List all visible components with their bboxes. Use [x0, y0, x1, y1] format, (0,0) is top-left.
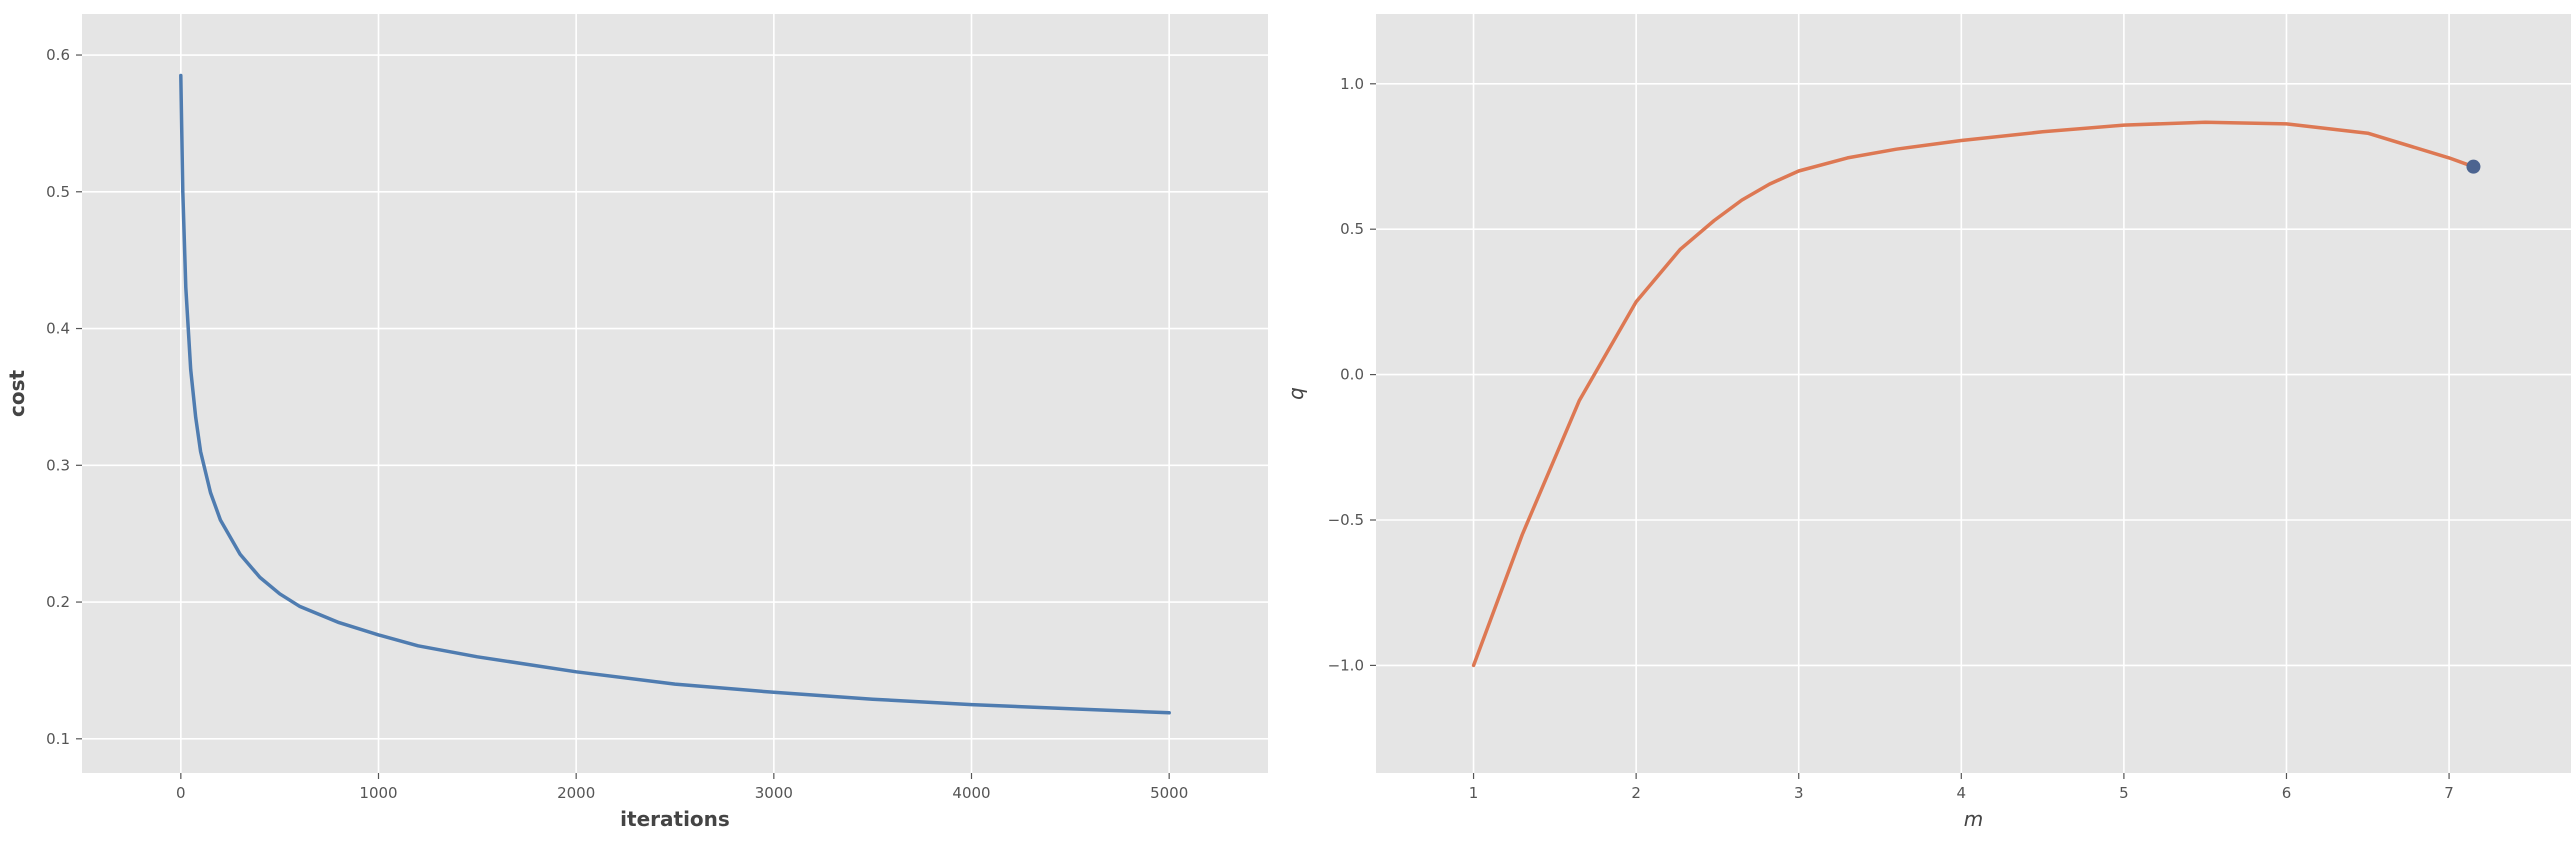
y-tick-label: 0.0: [1340, 366, 1364, 384]
x-tick-label: 1: [1469, 784, 1479, 802]
x-tick-label: 3: [1794, 784, 1804, 802]
series-line: [179, 73, 1171, 715]
y-tick-label: 0.5: [46, 183, 70, 201]
series-line: [1471, 120, 2476, 668]
plot-area: [1376, 14, 2571, 773]
y-tick-label: 1.0: [1340, 75, 1364, 93]
data-point: [2466, 159, 2481, 174]
y-tick-label: −0.5: [1328, 511, 1364, 529]
x-tick-label: 4: [1957, 784, 1967, 802]
x-tick-label: 1000: [359, 784, 397, 802]
y-tick-label: 0.1: [46, 730, 70, 748]
x-tick-label: 2: [1631, 784, 1641, 802]
x-tick-label: 0: [176, 784, 186, 802]
y-axis-label: cost: [5, 370, 29, 418]
y-tick-label: 0.6: [46, 46, 70, 64]
x-tick-label: 5: [2119, 784, 2129, 802]
x-tick-label: 2000: [557, 784, 595, 802]
cost-chart: 0 1000 2000 3000 4000 5000 0.1 0.2 0.3 0.4 0.5 0.6 i…: [5, 14, 1268, 831]
y-tick-label: 0.2: [46, 593, 70, 611]
q-vs-m-chart: 1 2 3 4 5 6 7 −1.0 −0.5 0.0 0.5 1.0 m q: [1284, 14, 2571, 831]
x-axis-label: iterations: [620, 807, 730, 831]
x-axis-label: m: [1964, 807, 1983, 831]
y-tick-label: 0.3: [46, 456, 70, 474]
y-tick-label: 0.5: [1340, 220, 1364, 238]
x-tick-label: 3000: [755, 784, 793, 802]
y-axis-label: q: [1284, 387, 1308, 400]
y-tick-label: 0.4: [46, 320, 70, 338]
x-tick-label: 7: [2444, 784, 2454, 802]
x-tick-label: 6: [2282, 784, 2292, 802]
plot-area: [82, 14, 1268, 773]
x-tick-label: 4000: [952, 784, 990, 802]
x-tick-label: 5000: [1150, 784, 1188, 802]
y-tick-label: −1.0: [1328, 656, 1364, 674]
